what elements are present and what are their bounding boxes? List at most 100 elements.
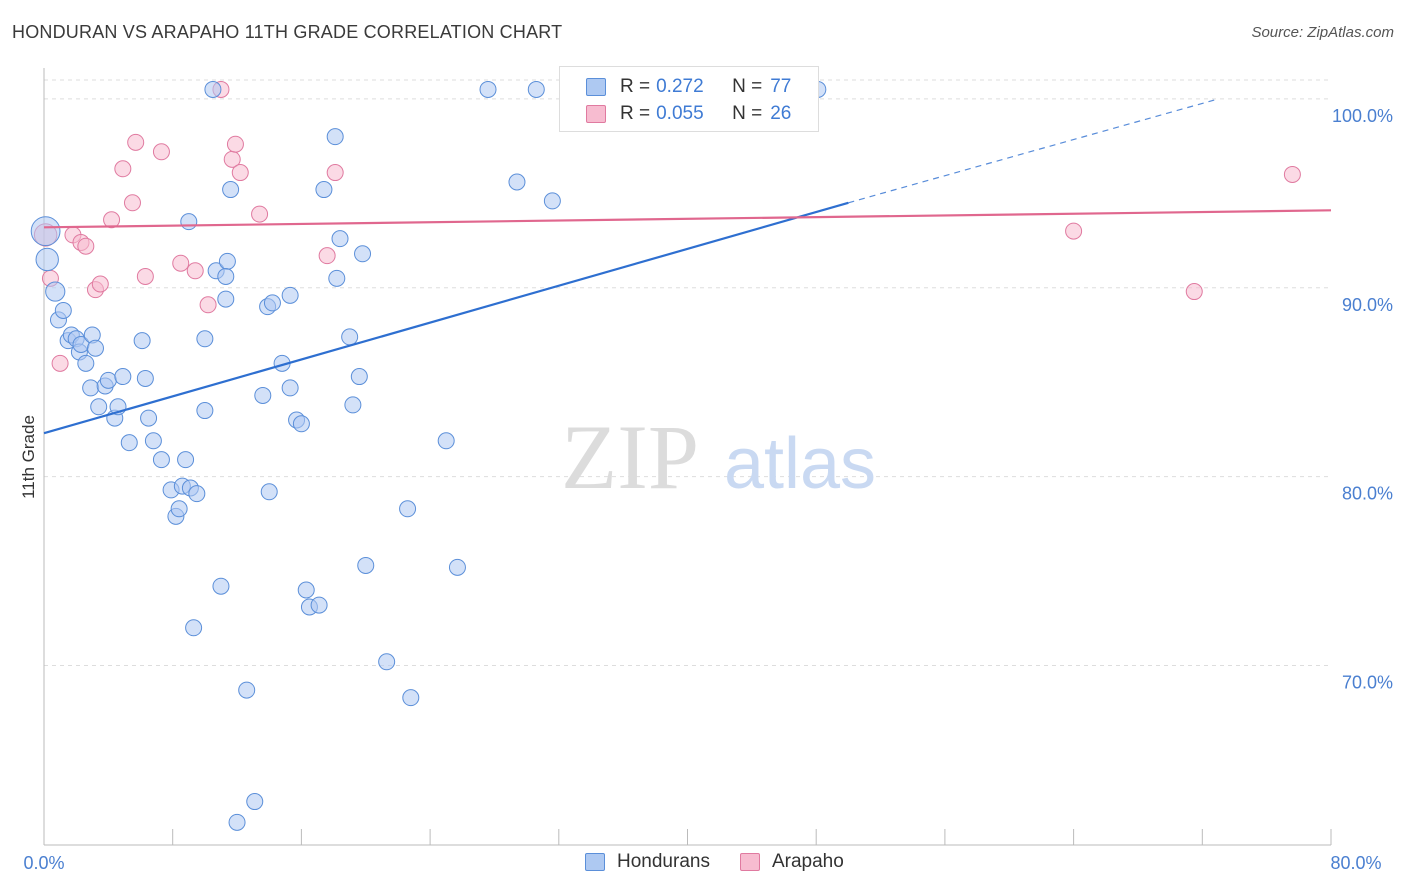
y-axis-label: 11th Grade: [19, 415, 38, 499]
arapaho-point: [114, 160, 132, 178]
arapaho-point: [251, 205, 269, 223]
legend-swatch-blue: [586, 78, 606, 96]
series-label-arapaho: Arapaho: [771, 851, 844, 872]
honduran-point: [378, 653, 396, 671]
legend-n-value: 77: [770, 76, 792, 97]
correlation-legend: R = 0.272 N = 77 R = 0.055 N = 26: [559, 66, 819, 132]
legend-r-value: 0.272: [656, 76, 704, 97]
legend-row-hondurans: R = 0.272 N = 77: [586, 74, 791, 100]
arapaho-point: [103, 211, 121, 229]
honduran-point: [399, 500, 417, 518]
y-tick-labels: 70.0% 80.0% 90.0% 100.0%: [1332, 106, 1393, 693]
series-legend-hondurans[interactable]: Hondurans: [585, 851, 710, 873]
honduran-point: [326, 128, 344, 146]
honduran-point: [140, 409, 158, 427]
arapaho-point: [1185, 283, 1203, 301]
legend-n-label: N =: [732, 76, 763, 97]
honduran-point: [263, 294, 281, 312]
legend-r-label: R =: [620, 103, 651, 124]
honduran-point: [479, 80, 497, 98]
honduran-point: [228, 813, 246, 831]
honduran-point: [99, 371, 117, 389]
y-tick-label: 90.0%: [1342, 295, 1393, 315]
honduran-point: [185, 619, 203, 637]
series-legend-arapaho[interactable]: Arapaho: [739, 851, 844, 873]
arapaho-point: [186, 262, 204, 280]
arapaho-point: [77, 237, 95, 255]
arapaho-point: [172, 254, 190, 272]
arapaho-point: [136, 267, 154, 285]
honduran-point: [238, 681, 256, 699]
arapaho-point: [123, 194, 141, 212]
arapaho-point: [152, 143, 170, 161]
arapaho-point: [326, 164, 344, 182]
series-swatch-pink: [739, 853, 760, 871]
arapaho-series: [33, 80, 1301, 372]
honduran-point: [315, 181, 333, 199]
y-tick-label: 80.0%: [1342, 484, 1393, 504]
arapaho-point: [1065, 222, 1083, 240]
honduran-point: [254, 386, 272, 404]
honduran-point: [136, 369, 154, 387]
honduran-point: [508, 173, 526, 191]
honduran-point: [402, 689, 420, 707]
hondurans-series: [30, 80, 827, 831]
honduran-point: [246, 793, 264, 811]
legend-n-value: 26: [770, 103, 792, 124]
watermark-zip: ZIP: [561, 406, 699, 508]
legend-row-arapaho: R = 0.055 N = 26: [586, 101, 791, 127]
honduran-point: [448, 558, 466, 576]
honduran-point: [218, 252, 236, 270]
y-tick-label: 100.0%: [1332, 106, 1393, 126]
honduran-point: [543, 192, 561, 210]
honduran-point: [177, 451, 195, 469]
honduran-point: [260, 483, 278, 501]
honduran-point: [133, 332, 151, 350]
honduran-point: [344, 396, 362, 414]
honduran-point: [212, 577, 230, 595]
honduran-point: [281, 379, 299, 397]
honduran-point: [527, 80, 545, 98]
arapaho-trend-line: [43, 209, 1332, 229]
honduran-point: [54, 301, 72, 319]
series-swatch-blue: [585, 853, 605, 871]
honduran-point: [82, 379, 100, 397]
legend-r-label: R =: [620, 76, 651, 97]
legend-r-value: 0.055: [656, 103, 704, 124]
x-tick-label-max: 80.0%: [1330, 853, 1381, 873]
chart-title: HONDURAN VS ARAPAHO 11TH GRADE CORRELATI…: [12, 22, 563, 42]
arapaho-point: [91, 275, 109, 293]
honduran-point: [86, 339, 104, 357]
honduran-point: [180, 213, 198, 231]
honduran-point: [188, 485, 206, 503]
honduran-point: [281, 286, 299, 304]
honduran-point: [196, 330, 214, 348]
honduran-point: [144, 432, 162, 450]
honduran-point: [114, 368, 132, 386]
honduran-point: [341, 328, 359, 346]
watermark-atlas: atlas: [724, 424, 876, 504]
arapaho-point: [1283, 165, 1301, 183]
y-tick-label: 70.0%: [1342, 673, 1393, 693]
honduran-point: [437, 432, 455, 450]
honduran-point: [328, 269, 346, 287]
honduran-point: [354, 245, 372, 263]
arapaho-point: [231, 164, 249, 182]
arapaho-point: [226, 135, 244, 153]
honduran-point: [35, 247, 59, 272]
arapaho-point: [51, 354, 69, 372]
source-credit: Source: ZipAtlas.com: [1251, 24, 1394, 41]
series-label-hondurans: Hondurans: [617, 851, 710, 872]
arapaho-point: [318, 247, 336, 265]
arapaho-point: [127, 133, 145, 151]
honduran-point: [45, 281, 66, 302]
honduran-point: [292, 415, 310, 433]
honduran-point: [196, 402, 214, 420]
honduran-point: [310, 596, 328, 614]
honduran-point: [30, 216, 61, 247]
honduran-point: [357, 556, 375, 574]
honduran-point: [90, 398, 108, 416]
watermark: ZIP atlas: [561, 406, 876, 508]
honduran-point: [217, 267, 235, 285]
